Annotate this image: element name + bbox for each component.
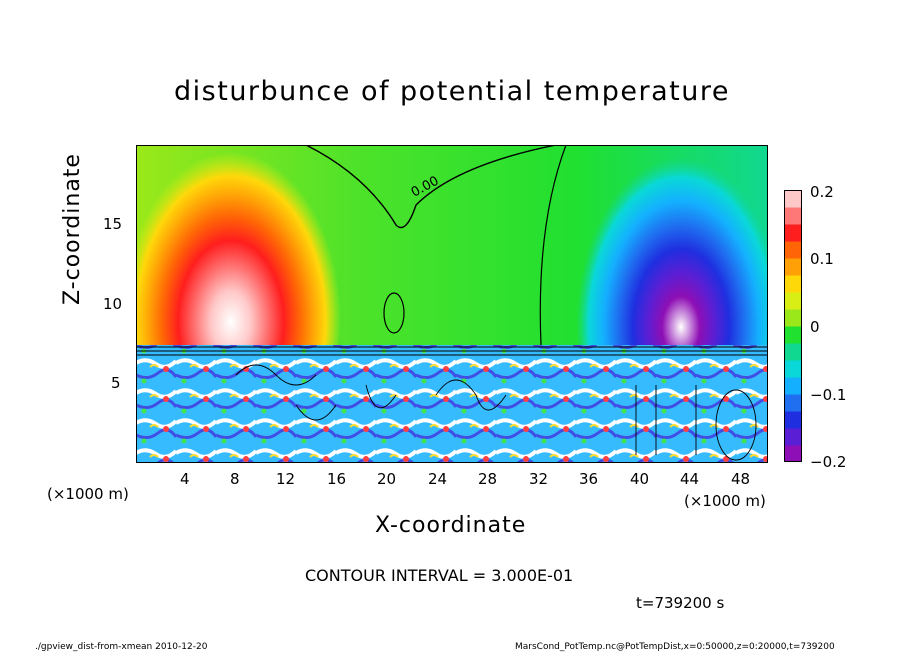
colorbar-swatch [784,207,802,225]
colorbar-swatch [784,343,802,361]
y-unit-label: (×1000 m) [47,485,129,503]
colorbar-swatch [784,360,802,378]
colorbar-swatch [784,241,802,259]
heatmap-plot-area: 0.00 [136,145,768,463]
colorbar-tick-label: 0.2 [810,183,834,201]
x-unit-label: (×1000 m) [684,492,766,510]
colorbar-tick-label: −0.1 [810,386,847,404]
zero-contour [305,145,557,229]
zero-contour-island [383,292,405,334]
colorbar-swatch [784,190,802,208]
colorbar-swatch [784,258,802,276]
colorbar-frame [784,190,802,462]
footer-left: ./gpview_dist-from-xmean 2010-12-20 [35,642,208,652]
x-tick-label: 8 [230,470,240,488]
plot-frame [136,145,768,463]
contour-interval-note: CONTOUR INTERVAL = 3.000E-01 [305,566,574,585]
x-tick-label: 16 [327,470,347,488]
colorbar-swatch [784,224,802,242]
y-axis-label: Z-coordinate [60,153,85,305]
x-tick-label: 40 [630,470,650,488]
y-tick-label: 10 [103,295,123,313]
boundary-contours [136,346,768,461]
colorbar-swatch [784,292,802,310]
x-tick-label: 20 [377,470,397,488]
colorbar-swatch [784,275,802,293]
x-tick-label: 36 [579,470,599,488]
x-tick-label: 32 [529,470,549,488]
colorbar-tick-label: 0 [810,318,820,336]
colorbar-swatch [784,428,802,446]
footer-right: MarsCond_PotTemp.nc@PotTempDist,x=0:5000… [515,642,835,652]
x-tick-label: 48 [731,470,751,488]
colorbar-swatch [784,394,802,412]
colorbar-swatch [784,309,802,327]
x-tick-label: 4 [180,470,190,488]
x-tick-label: 24 [428,470,448,488]
x-tick-label: 28 [478,470,498,488]
colorbar-swatch [784,377,802,395]
colorbar-tick-label: 0.1 [810,250,834,268]
colorbar-swatch [784,411,802,429]
time-stamp: t=739200 s [636,594,725,612]
colorbar [784,190,802,462]
chart-title: disturbunce of potential temperature [174,76,730,107]
colorbar-swatch [784,445,802,462]
x-axis-label: X-coordinate [375,513,527,538]
x-tick-label: 44 [680,470,700,488]
y-tick-label: 15 [103,215,123,233]
zero-contour-right [539,145,567,346]
colorbar-swatch [784,326,802,344]
y-tick-label: 5 [111,374,121,392]
boundary-layer-noise [136,345,768,463]
x-tick-label: 12 [276,470,296,488]
boundary-layer [136,345,768,463]
colorbar-tick-label: −0.2 [810,453,847,471]
